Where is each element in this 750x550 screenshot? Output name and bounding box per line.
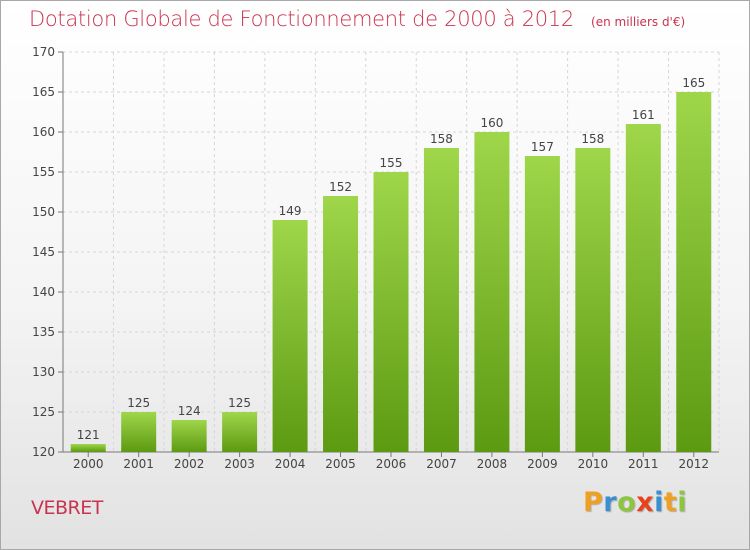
x-tick-label: 2002	[174, 457, 205, 471]
logo-letter: P	[583, 487, 604, 518]
bar-value-label: 125	[228, 396, 251, 410]
logo-letter: o	[617, 487, 637, 518]
logo-letter: t	[663, 487, 678, 518]
bar-value-label: 152	[329, 180, 352, 194]
bar-value-label: 149	[279, 204, 302, 218]
y-tick-label: 135	[32, 325, 55, 339]
bar	[222, 412, 258, 452]
bar	[524, 156, 560, 452]
bar	[171, 420, 207, 452]
logo-letter: i	[654, 487, 664, 518]
y-tick-label: 160	[32, 125, 55, 139]
chart-unit-label: (en milliers d'€)	[591, 15, 686, 29]
x-tick-label: 2007	[426, 457, 457, 471]
x-tick-label: 2010	[578, 457, 609, 471]
logo-letter: i	[677, 487, 688, 518]
bar-value-label: 157	[531, 140, 554, 154]
y-tick-label: 145	[32, 245, 55, 259]
x-tick-label: 2009	[527, 457, 558, 471]
bar-value-label: 155	[380, 156, 403, 170]
y-tick-label: 125	[32, 405, 55, 419]
y-tick-label: 150	[32, 205, 55, 219]
bar	[676, 92, 712, 452]
bar-value-label: 160	[480, 116, 503, 130]
y-tick-label: 170	[32, 45, 55, 59]
y-tick-label: 155	[32, 165, 55, 179]
x-tick-label: 2008	[477, 457, 508, 471]
logo-letter: r	[603, 487, 618, 518]
y-tick-label: 165	[32, 85, 55, 99]
x-tick-label: 2011	[628, 457, 659, 471]
y-tick-label: 120	[32, 445, 55, 459]
bar	[272, 220, 308, 452]
bar	[121, 412, 157, 452]
bar-value-label: 158	[430, 132, 453, 146]
bar	[575, 148, 611, 452]
logo-letter: x	[636, 487, 655, 518]
bar	[423, 148, 459, 452]
y-tick-label: 130	[32, 365, 55, 379]
chart-title-text: Dotation Globale de Fonctionnement de 20…	[29, 7, 574, 31]
x-tick-label: 2005	[325, 457, 356, 471]
bar-value-label: 125	[127, 396, 150, 410]
axes: 120 125 130 135 140 145 150 155 160 165 170 2000 200…	[32, 45, 719, 471]
x-tick-label: 2004	[275, 457, 306, 471]
y-tick-label: 140	[32, 285, 55, 299]
x-tick-label: 2003	[224, 457, 255, 471]
bar-value-label: 121	[77, 428, 100, 442]
x-tick-label: 2001	[123, 457, 154, 471]
bar	[323, 196, 359, 452]
commune-name: VEBRET	[31, 497, 103, 519]
bar-value-label: 124	[178, 404, 201, 418]
bar-value-label: 158	[581, 132, 604, 146]
data-labels: 121 125 124 125 149 152 155 158 160 157 158 161 165	[77, 76, 705, 442]
bar	[474, 132, 510, 452]
x-tick-label: 2000	[73, 457, 104, 471]
bar	[625, 124, 661, 452]
bars	[70, 92, 712, 452]
x-tick-label: 2006	[376, 457, 407, 471]
bar-value-label: 161	[632, 108, 655, 122]
bar	[373, 172, 409, 452]
bar-value-label: 165	[682, 76, 705, 90]
chart-title: Dotation Globale de Fonctionnement de 20…	[29, 7, 685, 31]
bar	[70, 444, 106, 452]
x-tick-label: 2012	[678, 457, 709, 471]
proxiti-logo[interactable]: Proxiti	[583, 487, 687, 518]
